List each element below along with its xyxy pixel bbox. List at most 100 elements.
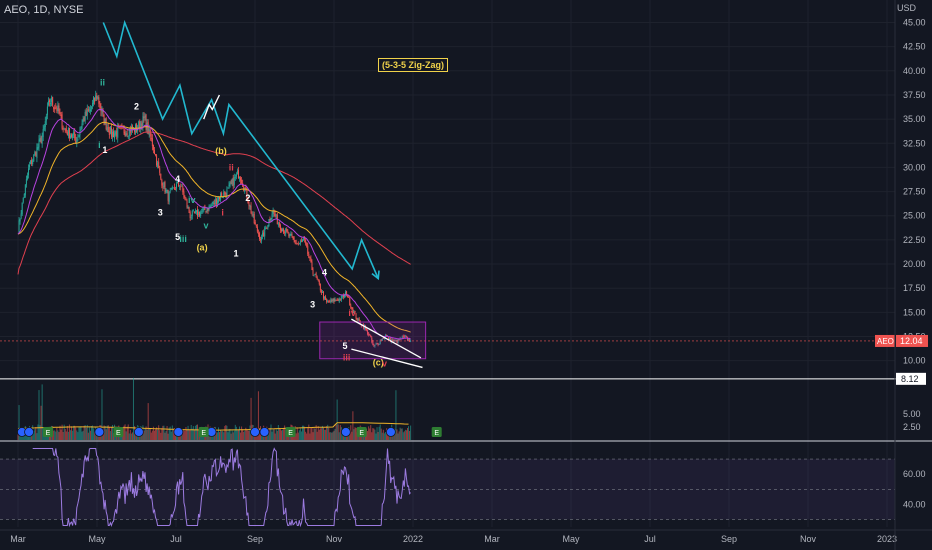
candle-body — [59, 112, 61, 115]
volume-bar — [308, 424, 310, 440]
candle-body — [46, 106, 48, 116]
volume-bar — [80, 426, 82, 440]
volume-bar — [93, 428, 95, 440]
candle-body — [278, 222, 280, 226]
candle-body — [185, 199, 187, 201]
candle-body — [265, 228, 267, 230]
volume-bar — [189, 429, 191, 440]
volume-bar — [127, 424, 129, 440]
wave-label: (b) — [215, 146, 227, 156]
volume-bar — [187, 425, 189, 440]
candle-body — [159, 168, 161, 173]
candle-body — [257, 232, 259, 234]
volume-bar — [182, 431, 184, 440]
candle-body — [405, 335, 407, 337]
candle-body — [24, 184, 26, 196]
volume-bar — [132, 377, 134, 440]
volume-bar — [186, 429, 188, 440]
candle-body — [142, 116, 144, 127]
candle-body — [213, 202, 215, 204]
candle-body — [19, 219, 21, 222]
volume-bar — [403, 431, 405, 440]
volume-bar — [123, 425, 125, 440]
candle-body — [379, 340, 381, 344]
candle-body — [162, 186, 164, 188]
volume-bar — [188, 429, 190, 440]
candle-body — [47, 100, 49, 105]
candle-body — [247, 197, 249, 203]
volume-bar — [131, 432, 133, 440]
candle-body — [98, 97, 100, 104]
candle-body — [270, 218, 272, 221]
candle-body — [32, 160, 34, 165]
volume-bar — [334, 429, 336, 440]
candle-body — [295, 242, 297, 244]
candle-body — [116, 130, 118, 137]
candle-body — [342, 295, 344, 298]
candle-body — [340, 295, 342, 301]
candle-body — [29, 164, 31, 168]
candle-body — [341, 295, 343, 297]
candle-body — [305, 240, 307, 244]
volume-bar — [330, 432, 332, 440]
candle-body — [225, 192, 227, 197]
volume-bar — [313, 428, 315, 440]
candle-body — [289, 233, 291, 236]
candle-body — [351, 307, 353, 309]
candle-body — [191, 210, 193, 217]
volume-bar — [193, 429, 195, 440]
volume-bar — [220, 430, 222, 440]
volume-bar — [282, 429, 284, 440]
candle-body — [350, 305, 352, 308]
volume-bar — [245, 427, 247, 440]
wave-label: iv — [188, 195, 196, 205]
candle-body — [57, 105, 59, 112]
wave-label: 4 — [322, 268, 327, 278]
volume-bar — [88, 427, 90, 440]
volume-bar — [17, 432, 19, 440]
white-zigzag — [203, 94, 221, 120]
candle-body — [86, 109, 88, 116]
volume-bar — [237, 429, 239, 440]
candle-body — [92, 102, 94, 106]
volume-bar — [83, 425, 85, 440]
candle-body — [21, 202, 23, 215]
volume-bar — [148, 428, 150, 440]
candle-body — [253, 214, 255, 224]
candle-body — [186, 200, 188, 208]
candle-body — [272, 211, 274, 214]
candle-body — [309, 257, 311, 259]
candle-body — [250, 205, 252, 214]
price-tick-label: 40.00 — [903, 66, 926, 76]
volume-bar — [221, 431, 223, 440]
volume-bar — [272, 429, 274, 440]
volume-bar — [377, 431, 379, 440]
candle-body — [63, 128, 65, 130]
candle-body — [180, 186, 182, 188]
dividend-marker — [173, 427, 184, 437]
candle-body — [256, 226, 258, 232]
volume-bar — [325, 429, 327, 440]
volume-bar — [215, 431, 217, 440]
volume-bar — [222, 430, 224, 440]
candle-body — [54, 107, 56, 109]
candle-body — [87, 109, 89, 112]
candle-body — [372, 341, 374, 345]
time-tick-label: Sep — [247, 534, 263, 544]
moving-average-mid — [17, 121, 411, 333]
candle-body — [397, 339, 399, 344]
price-tick-label: 45.00 — [903, 17, 926, 27]
candle-body — [283, 228, 285, 233]
volume-bar — [338, 432, 340, 440]
volume-tick-label: 2.50 — [903, 422, 921, 432]
candle-body — [215, 199, 217, 205]
candle-body — [101, 110, 103, 112]
candle-body — [194, 210, 196, 214]
volume-bar — [192, 426, 194, 440]
volume-bar — [336, 399, 338, 440]
volume-bar — [307, 428, 309, 440]
volume-bar — [198, 429, 200, 440]
volume-bar — [141, 432, 143, 440]
candle-body — [108, 131, 110, 135]
